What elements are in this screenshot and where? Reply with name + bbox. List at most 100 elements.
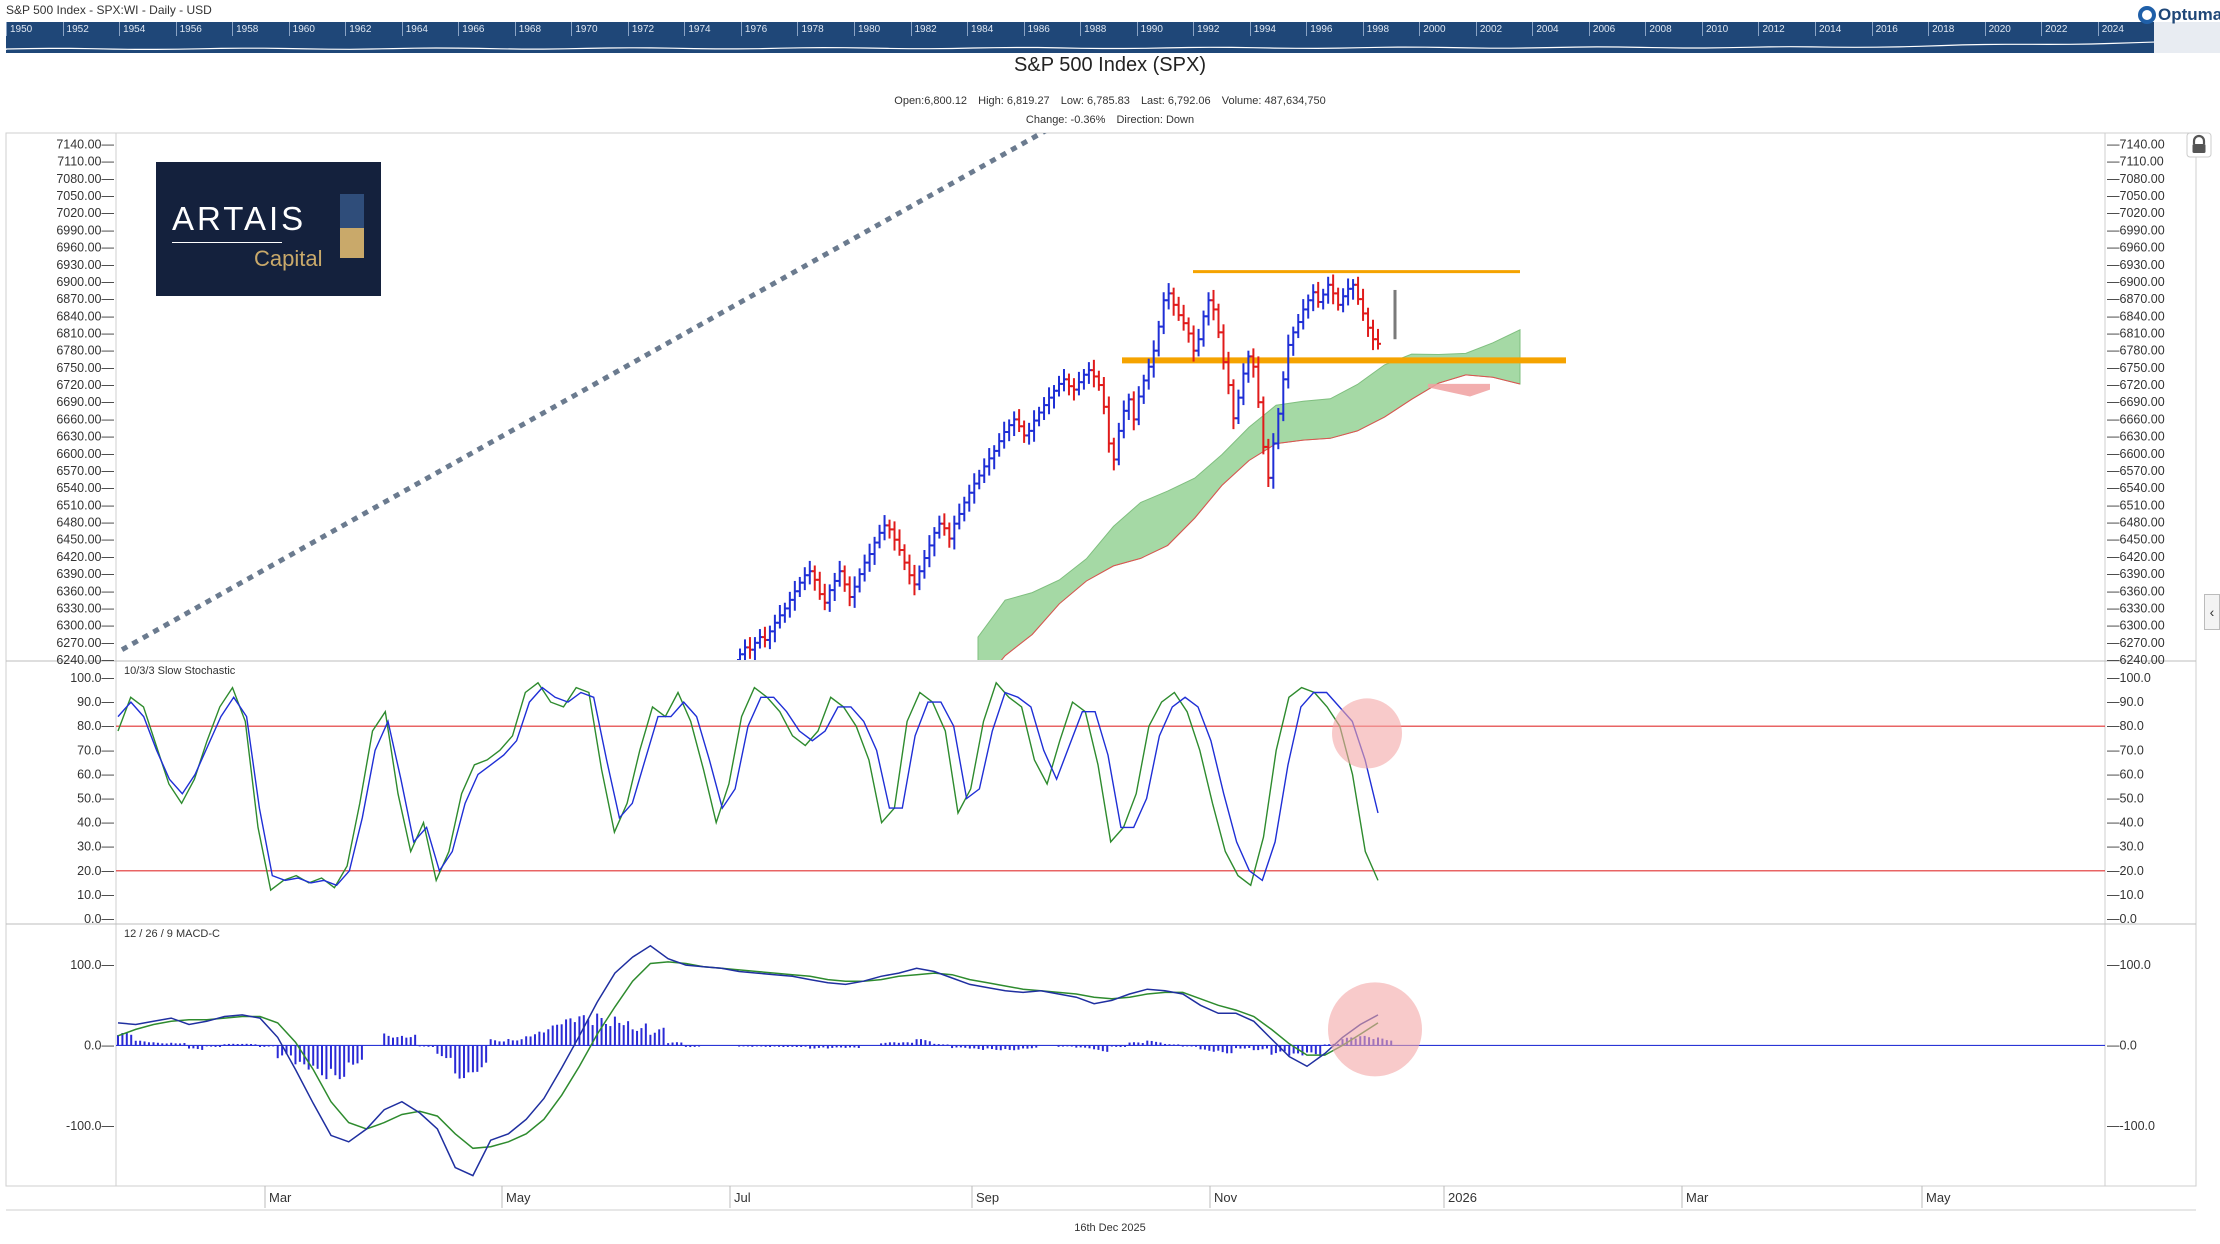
timeline-year: 1978 (801, 24, 824, 35)
stoch-percent-k-line (117, 681, 1379, 892)
brand-name: Optuma (2158, 5, 2220, 24)
stat-low: Low: 6,785.83 (1060, 95, 1130, 107)
price-y-tick-left: 6420.00— (56, 550, 114, 564)
timeline-year: 1998 (1366, 24, 1390, 35)
price-y-tick-left: 6450.00— (56, 533, 114, 547)
history-timeline[interactable]: 1950 1952 1954 1956 1958 1960 1962 1964 1966 1968… (6, 22, 2154, 53)
price-y-tick-right: —6480.00 (2107, 516, 2165, 530)
x-axis-label: May (1926, 1190, 1951, 1205)
timeline-tick (627, 22, 629, 36)
timeline-tick (910, 22, 912, 36)
timeline-tick (1758, 22, 1760, 36)
timeline-year: 1976 (744, 24, 768, 35)
stat-last: Last: 6,792.06 (1140, 95, 1211, 107)
price-y-tick-right: —6600.00 (2107, 447, 2165, 461)
price-y-tick-left: 6990.00— (56, 223, 114, 237)
price-y-tick-right: —6870.00 (2107, 292, 2165, 306)
timeline-year: 1992 (1197, 24, 1220, 35)
price-y-tick-left: 7020.00— (56, 206, 114, 220)
timeline-tick (1249, 22, 1251, 36)
timeline-year: 1960 (292, 24, 315, 35)
timeline-year: 1964 (405, 24, 428, 35)
timeline-tick (119, 22, 121, 36)
timeline-tick (1645, 22, 1647, 36)
price-y-tick-left: 6750.00— (56, 361, 114, 375)
price-y-tick-right: —7020.00 (2107, 206, 2165, 220)
timeline-tick (401, 22, 403, 36)
stat-open: Open:6,800.12 (894, 95, 968, 107)
timeline-year: 2018 (1932, 24, 1955, 35)
price-y-tick-right: —7050.00 (2107, 189, 2165, 203)
logo-text-capital: Capital (254, 246, 323, 271)
price-y-tick-right: —6330.00 (2107, 601, 2165, 615)
stoch-y-tick-left: 30.0— (77, 840, 114, 854)
price-y-tick-left: 6870.00— (56, 292, 114, 306)
price-y-tick-left: 6690.00— (56, 395, 114, 409)
price-y-tick-right: —7080.00 (2107, 172, 2165, 186)
timeline-year: 2022 (2045, 24, 2068, 35)
price-y-tick-right: —6720.00 (2107, 378, 2165, 392)
price-y-tick-right: —6390.00 (2107, 567, 2165, 581)
chart-frame (5, 132, 2197, 1187)
stoch-y-tick-right: —20.0 (2107, 864, 2144, 878)
optuma-logo-icon (2138, 6, 2156, 24)
timeline-price-trace (6, 41, 2154, 50)
window-title: S&P 500 Index - SPX:WI - Daily - USD (6, 3, 212, 17)
stoch-y-tick-left: 80.0— (77, 719, 114, 733)
price-y-tick-right: —6960.00 (2107, 241, 2165, 255)
collapse-panel-chevron-icon[interactable]: ‹ (2204, 594, 2220, 630)
lock-icon[interactable] (2186, 132, 2212, 158)
stoch-highlight-circle (1332, 698, 1402, 769)
timeline-tick (797, 22, 799, 36)
timeline-tick (1815, 22, 1817, 36)
macd-y-tick-left: -100.0— (66, 1119, 114, 1133)
timeline-year: 1994 (1253, 24, 1276, 35)
timeline-year: 1966 (462, 24, 485, 35)
chart-title: S&P 500 Index (SPX) (1014, 54, 1206, 76)
price-pane: 6240.00— —6240.00 6270.00— —6270.00 6300.00—… (56, 133, 2165, 667)
timeline-tick (1532, 22, 1534, 36)
timeline-year: 2004 (1536, 24, 1559, 35)
macd-y-tick-left: 0.0— (84, 1038, 114, 1052)
price-y-tick-left: 7050.00— (56, 189, 114, 203)
price-y-tick-right: —6270.00 (2107, 636, 2165, 650)
stochastic-pane: 10/3/3 Slow Stochastic 0.0— —0.0 10.0— —10.0… (70, 665, 2151, 926)
macd-y-tick-right: —100.0 (2107, 958, 2151, 972)
price-y-tick-left: 6480.00— (56, 516, 114, 530)
price-y-tick-left: 6570.00— (56, 464, 114, 478)
price-y-tick-right: —6780.00 (2107, 344, 2165, 358)
price-y-tick-left: 6780.00— (56, 344, 114, 358)
stoch-y-tick-left: 60.0— (77, 767, 114, 781)
price-y-tick-left: 6270.00— (56, 636, 114, 650)
price-y-tick-left: 7080.00— (56, 172, 114, 186)
price-y-tick-right: —6540.00 (2107, 481, 2165, 495)
timeline-year: 2006 (1592, 24, 1616, 35)
timeline-year: 2024 (2101, 24, 2124, 35)
timeline-year: 2002 (1479, 24, 1503, 35)
price-y-tick-right: —6900.00 (2107, 275, 2165, 289)
timeline-end-panel (2154, 22, 2220, 53)
stoch-percent-d-line (117, 686, 1379, 887)
timeline-tick (288, 22, 290, 36)
price-y-tick-left: 6600.00— (56, 447, 114, 461)
price-y-tick-left: 7140.00— (56, 137, 114, 151)
timeline-tick (684, 22, 686, 36)
stoch-y-tick-right: —50.0 (2107, 792, 2144, 806)
price-y-tick-right: —6570.00 (2107, 464, 2165, 478)
logo-rule (172, 242, 282, 243)
ohlc-stats: Open:6,800.12 High: 6,819.27 Low: 6,785.… (0, 95, 2220, 107)
footer-date: 16th Dec 2025 (1074, 1222, 1146, 1234)
timeline-tick (1306, 22, 1308, 36)
price-y-tick-right: —6420.00 (2107, 550, 2165, 564)
stoch-y-tick-left: 100.0— (70, 671, 114, 685)
timeline-year: 1986 (1027, 24, 1050, 35)
price-y-tick-right: —6840.00 (2107, 309, 2165, 323)
macd-y-tick-left: 100.0— (70, 958, 114, 972)
stoch-y-tick-left: 70.0— (77, 743, 114, 757)
price-y-tick-left: 6810.00— (56, 326, 114, 340)
stochastic-title: 10/3/3 Slow Stochastic (124, 665, 236, 677)
timeline-tick (1362, 22, 1364, 36)
timeline-tick (62, 22, 64, 36)
stat-volume: Volume: 487,634,750 (1221, 95, 1326, 107)
